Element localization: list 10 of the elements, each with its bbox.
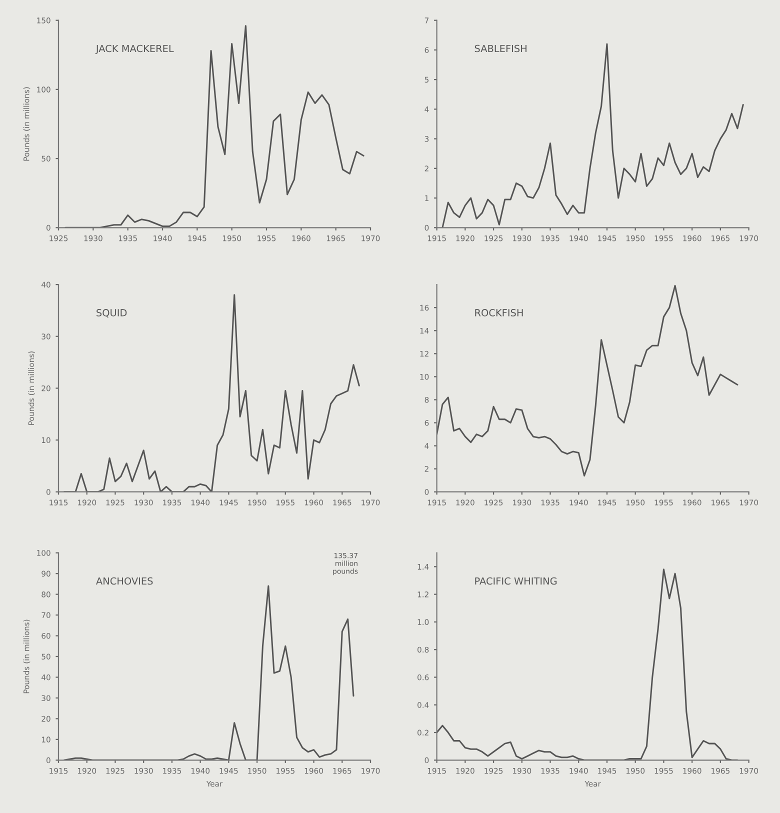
line-series (63, 585, 354, 760)
text: ROCKFISH (475, 309, 523, 316)
text: ANCHOVIES (96, 577, 153, 585)
text: SABLEFISH (474, 44, 526, 52)
line-series (63, 294, 360, 492)
text: SQUID (96, 309, 127, 318)
line-series (436, 284, 738, 477)
text: PACIFIC WHITING (475, 577, 557, 585)
line-series (442, 43, 744, 228)
text: JACK MACKEREL (95, 44, 174, 54)
